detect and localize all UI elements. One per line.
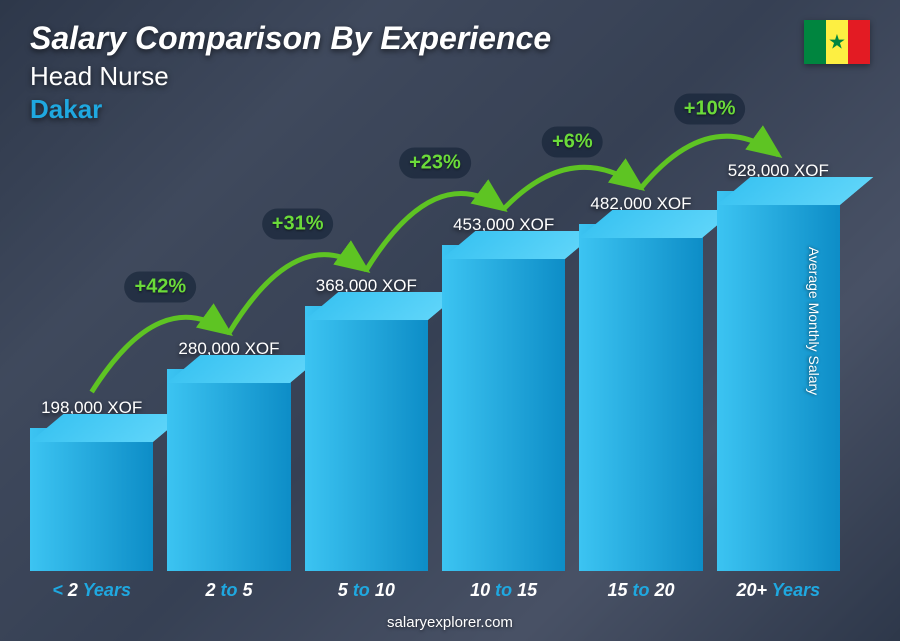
bar-group: 368,000 XOF bbox=[305, 276, 428, 571]
bar bbox=[167, 369, 290, 571]
bar-group: 280,000 XOF bbox=[167, 339, 290, 571]
bar bbox=[442, 245, 565, 571]
x-axis-label: 2 to 5 bbox=[167, 580, 290, 601]
flag-star-icon: ★ bbox=[828, 30, 846, 55]
x-axis-label: 5 to 10 bbox=[305, 580, 428, 601]
chart-title: Salary Comparison By Experience bbox=[30, 20, 870, 57]
y-axis-label: Average Monthly Salary bbox=[806, 246, 822, 394]
bar-group: 198,000 XOF bbox=[30, 398, 153, 571]
bar bbox=[30, 428, 153, 571]
bar bbox=[305, 306, 428, 571]
header: Salary Comparison By Experience Head Nur… bbox=[30, 20, 870, 125]
bar bbox=[579, 224, 702, 571]
bar-chart: 198,000 XOF 280,000 XOF 368,000 XOF 453,… bbox=[30, 121, 840, 571]
senegal-flag-icon: ★ bbox=[804, 20, 870, 64]
bar-group: 453,000 XOF bbox=[442, 215, 565, 571]
x-axis-label: 20+ Years bbox=[717, 580, 840, 601]
bar-group: 482,000 XOF bbox=[579, 194, 702, 571]
chart-subtitle: Head Nurse bbox=[30, 61, 870, 92]
x-axis-label: 15 to 20 bbox=[579, 580, 702, 601]
x-axis-label: < 2 Years bbox=[30, 580, 153, 601]
x-axis-label: 10 to 15 bbox=[442, 580, 565, 601]
footer-attribution: salaryexplorer.com bbox=[0, 614, 900, 631]
x-axis: < 2 Years 2 to 5 5 to 10 10 to 15 15 to 20 20… bbox=[30, 580, 840, 601]
chart-container: Salary Comparison By Experience Head Nur… bbox=[0, 0, 900, 641]
